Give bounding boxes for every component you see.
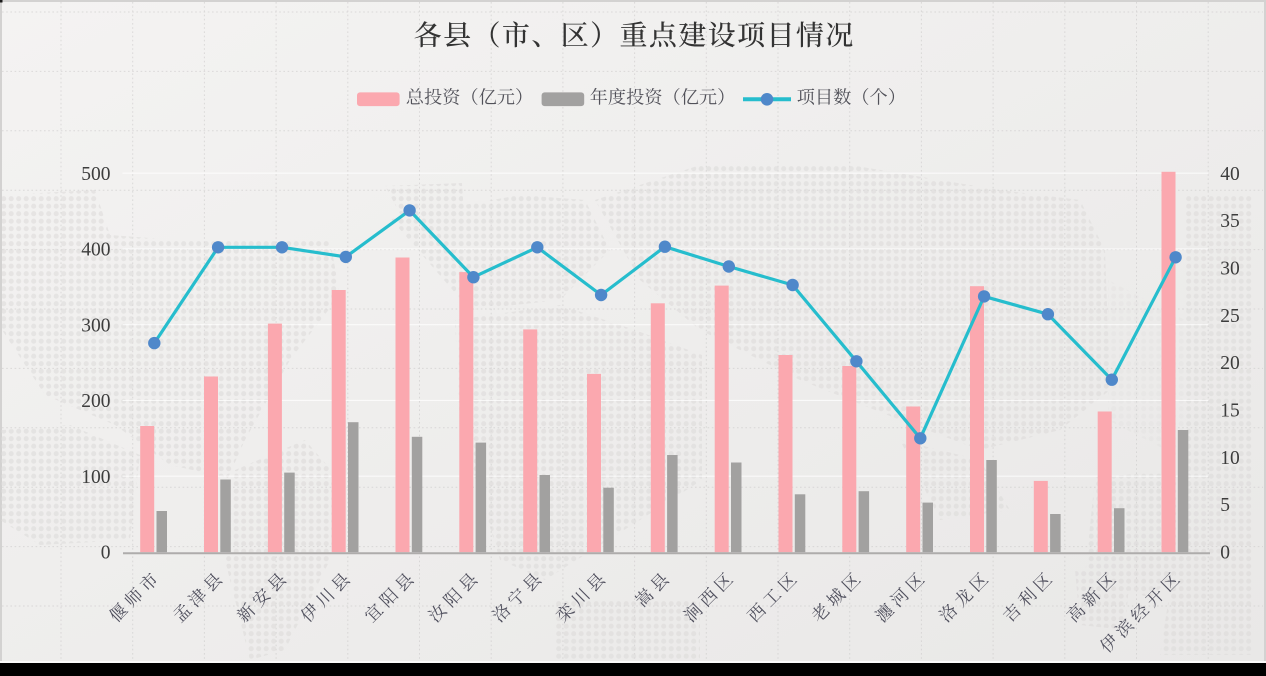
svg-text:35: 35 — [1220, 211, 1240, 232]
svg-text:100: 100 — [81, 467, 110, 488]
svg-text:20: 20 — [1220, 353, 1240, 374]
svg-text:15: 15 — [1220, 401, 1240, 422]
svg-text:25: 25 — [1220, 306, 1240, 327]
svg-text:500: 500 — [81, 164, 110, 185]
svg-text:10: 10 — [1220, 448, 1240, 469]
svg-text:0: 0 — [1220, 543, 1230, 564]
svg-text:30: 30 — [1220, 259, 1240, 280]
svg-text:5: 5 — [1220, 495, 1230, 516]
svg-text:0: 0 — [101, 543, 111, 564]
svg-text:40: 40 — [1220, 164, 1240, 185]
svg-text:400: 400 — [81, 240, 110, 261]
svg-text:200: 200 — [81, 391, 110, 412]
svg-text:300: 300 — [81, 315, 110, 336]
